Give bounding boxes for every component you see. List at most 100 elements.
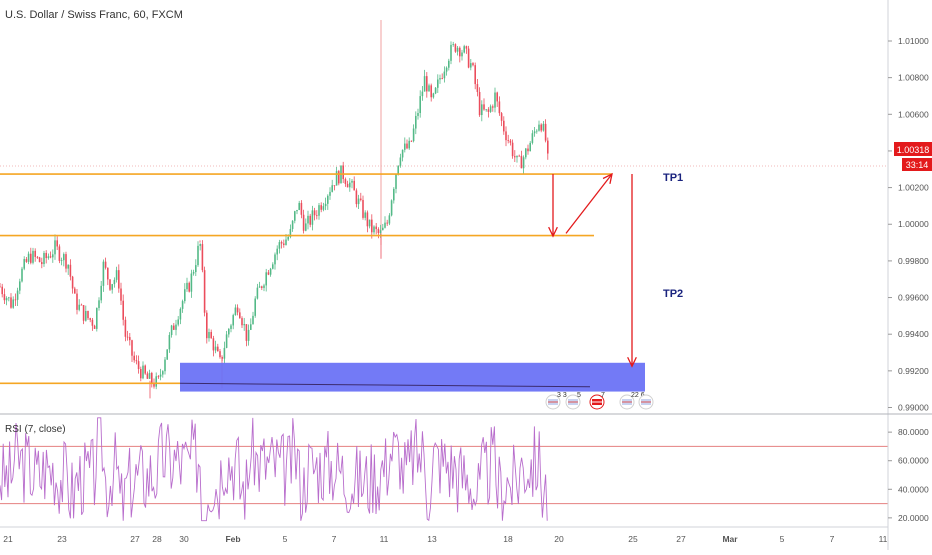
candle-body	[175, 324, 177, 330]
candle-body	[522, 157, 525, 169]
candle-body	[230, 325, 232, 329]
candle-body	[540, 124, 542, 131]
candle-body	[507, 140, 509, 141]
candle-body	[71, 276, 74, 289]
candle-body	[225, 334, 228, 348]
candle-body	[461, 52, 463, 57]
candle-body	[423, 76, 426, 92]
price-layer	[0, 41, 549, 522]
candle-body	[379, 230, 382, 234]
candle-body	[388, 215, 391, 224]
time-tick-label: 11	[380, 534, 389, 544]
candle-body	[12, 299, 14, 308]
time-tick-label: Feb	[225, 534, 240, 544]
candle-body	[529, 142, 531, 152]
candle-body	[87, 311, 89, 319]
candle-body	[463, 46, 465, 53]
candle-body	[465, 46, 468, 49]
candle-body	[122, 300, 124, 320]
candle-body	[258, 286, 261, 288]
time-tick-label: 25	[628, 534, 638, 544]
candle-body	[283, 243, 285, 245]
candle-body	[261, 286, 263, 288]
price-tick-label: 1.01000	[898, 36, 929, 46]
candle-body	[162, 371, 164, 375]
candle-body	[445, 67, 448, 72]
time-tick-label: 21	[3, 534, 13, 544]
arrow-head	[602, 172, 613, 184]
candle-body	[390, 200, 393, 216]
candle-body	[223, 347, 226, 359]
candle-body	[393, 188, 395, 201]
candle-body	[278, 242, 281, 249]
candle-body	[124, 319, 127, 337]
candle-body	[366, 212, 369, 227]
arrow-head	[627, 356, 637, 368]
rsi-line	[0, 417, 548, 522]
tp2-label: TP2	[663, 288, 683, 300]
candle-body	[280, 242, 283, 244]
candle-body	[346, 183, 349, 188]
candle-body	[272, 264, 274, 269]
candle-body	[311, 210, 314, 225]
candle-body	[140, 369, 142, 379]
candle-body	[542, 123, 545, 131]
candle-body	[536, 130, 538, 132]
candle-body	[476, 84, 479, 92]
candle-body	[19, 281, 21, 291]
candle-body	[43, 252, 45, 265]
candle-body	[148, 373, 151, 379]
candle-body	[232, 315, 234, 326]
time-tick-label: 11	[879, 534, 888, 544]
candle-body	[58, 246, 61, 261]
candle-body	[30, 253, 32, 263]
price-tick-label: 0.99400	[898, 329, 929, 339]
candle-body	[320, 205, 322, 210]
candle-body	[142, 365, 144, 379]
candle-body	[263, 285, 265, 288]
candle-body	[109, 279, 111, 290]
price-tick-label: 1.00800	[898, 73, 929, 83]
candle-body	[419, 96, 421, 114]
candle-body	[516, 155, 518, 158]
candle-body	[313, 210, 316, 216]
candle-body	[115, 270, 118, 280]
candle-body	[485, 109, 487, 111]
candle-body	[309, 215, 311, 225]
time-tick-label: 5	[780, 534, 785, 544]
candle-body	[368, 219, 371, 227]
candle-body	[267, 272, 270, 275]
candle-body	[153, 383, 155, 387]
candle-body	[410, 140, 413, 142]
candle-body	[186, 282, 188, 290]
candle-body	[184, 289, 186, 302]
candle-body	[93, 325, 96, 329]
candle-body	[34, 250, 36, 257]
candle-body	[316, 215, 318, 217]
candle-body	[104, 261, 107, 268]
candle-body	[210, 332, 212, 339]
candle-body	[190, 273, 193, 292]
time-tick-label: 18	[503, 534, 513, 544]
rsi-tick-label: 60.0000	[898, 456, 929, 466]
candle-body	[89, 318, 91, 320]
arrow-head	[548, 226, 558, 238]
price-tick-label: 0.99200	[898, 366, 929, 376]
candle-body	[520, 155, 523, 169]
candle-body	[296, 209, 298, 212]
candle-body	[8, 297, 10, 299]
candle-body	[252, 315, 254, 325]
candle-body	[428, 85, 430, 92]
candle-body	[544, 123, 547, 141]
candle-body	[168, 335, 171, 350]
time-tick-label: 27	[130, 534, 140, 544]
candle-body	[289, 228, 292, 237]
candle-body	[351, 180, 353, 183]
candle-body	[250, 324, 252, 330]
event-badge-label: 22 6	[631, 392, 645, 399]
candle-body	[80, 304, 83, 306]
candle-body	[239, 312, 241, 319]
candle-body	[243, 324, 245, 326]
